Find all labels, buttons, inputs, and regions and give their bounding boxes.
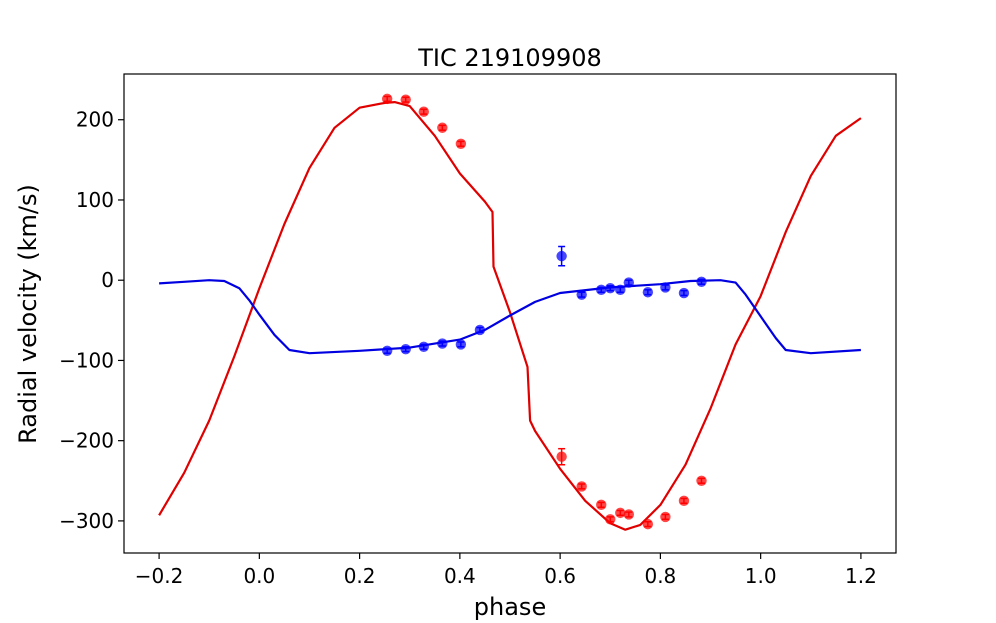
y-tick-label: 200 bbox=[76, 108, 114, 132]
x-tick-label: 0.6 bbox=[544, 564, 576, 588]
secondary-data-marker bbox=[455, 339, 467, 350]
primary-data-point bbox=[623, 509, 635, 520]
x-tick-label: −0.2 bbox=[135, 564, 184, 588]
primary-data-point bbox=[596, 499, 607, 511]
primary-data-point bbox=[381, 93, 393, 105]
primary-data-marker bbox=[660, 511, 671, 523]
primary-data-point bbox=[605, 514, 616, 525]
plot-frame bbox=[123, 73, 897, 554]
x-tick-label: 1.0 bbox=[745, 564, 777, 588]
y-tick-label: 0 bbox=[101, 268, 114, 292]
secondary-data-marker bbox=[400, 344, 411, 355]
secondary-data-point bbox=[576, 289, 587, 300]
primary-data-point bbox=[418, 106, 429, 117]
secondary-data-point bbox=[696, 276, 707, 288]
x-axis-label: phase bbox=[474, 593, 546, 621]
primary-data-marker bbox=[418, 106, 429, 117]
primary-data-point bbox=[660, 511, 671, 523]
secondary-data-marker bbox=[660, 282, 671, 293]
primary-data-marker bbox=[596, 499, 607, 511]
primary-data-marker bbox=[437, 122, 448, 133]
primary-data-marker bbox=[696, 475, 707, 486]
primary-data-point bbox=[642, 518, 654, 530]
secondary-data-marker bbox=[418, 341, 429, 352]
y-tick-label: −200 bbox=[59, 429, 114, 453]
x-tick-label: 0.8 bbox=[644, 564, 676, 588]
primary-model-line bbox=[158, 100, 862, 531]
secondary-data-point bbox=[418, 341, 429, 352]
primary-data-point bbox=[455, 138, 467, 150]
secondary-data-marker bbox=[605, 283, 616, 294]
primary-data-point bbox=[696, 475, 707, 486]
secondary-data-marker bbox=[696, 276, 707, 288]
x-tick-label: 0.4 bbox=[444, 564, 476, 588]
primary-data-marker bbox=[623, 509, 635, 520]
secondary-data-marker bbox=[474, 324, 486, 336]
secondary-data-marker bbox=[596, 284, 607, 296]
x-tick-label: 0.2 bbox=[344, 564, 376, 588]
y-axis-ticks: −300 −200 −100 0 100 200 bbox=[59, 108, 124, 533]
x-tick-label: 0.0 bbox=[243, 564, 275, 588]
secondary-data-marker bbox=[615, 284, 626, 296]
plot-marks bbox=[158, 93, 862, 531]
secondary-data-point bbox=[678, 287, 690, 299]
primary-data-marker bbox=[556, 451, 567, 462]
secondary-model-line bbox=[159, 279, 861, 355]
primary-data-marker bbox=[576, 481, 587, 492]
primary-data-point bbox=[576, 481, 587, 492]
secondary-data-point bbox=[615, 284, 626, 296]
primary-data-marker bbox=[642, 518, 654, 530]
y-tick-label: −300 bbox=[59, 509, 114, 533]
secondary-data-point bbox=[556, 245, 567, 267]
secondary-data-marker bbox=[642, 287, 654, 298]
primary-data-marker bbox=[678, 495, 690, 507]
secondary-data-point bbox=[642, 287, 654, 298]
primary-data-marker bbox=[615, 507, 626, 519]
secondary-data-point bbox=[596, 284, 607, 296]
y-axis-label: Radial velocity (km/s) bbox=[14, 184, 42, 444]
secondary-data-point bbox=[437, 338, 448, 349]
primary-data-point bbox=[678, 495, 690, 507]
secondary-data-point bbox=[381, 345, 393, 357]
secondary-data-point bbox=[474, 324, 486, 336]
secondary-data-marker bbox=[623, 277, 635, 288]
secondary-data-point bbox=[623, 277, 635, 288]
x-tick-label: 1.2 bbox=[845, 564, 877, 588]
secondary-data-point bbox=[400, 344, 411, 355]
primary-data-marker bbox=[381, 93, 393, 105]
secondary-data-marker bbox=[576, 289, 587, 300]
y-tick-label: 100 bbox=[76, 188, 114, 212]
secondary-data-marker bbox=[678, 287, 690, 299]
y-tick-label: −100 bbox=[59, 348, 114, 372]
secondary-data-point bbox=[660, 282, 671, 293]
secondary-data-marker bbox=[556, 250, 567, 262]
secondary-data-point bbox=[605, 283, 616, 294]
primary-data-marker bbox=[605, 514, 616, 525]
primary-data-point bbox=[615, 507, 626, 519]
primary-data-point bbox=[556, 447, 567, 466]
x-axis-ticks: −0.2 0.0 0.2 0.4 0.6 0.8 1.0 1.2 bbox=[135, 553, 877, 588]
secondary-data-marker bbox=[437, 338, 448, 349]
secondary-data-marker bbox=[381, 345, 393, 357]
secondary-data-point bbox=[455, 339, 467, 350]
primary-data-point bbox=[400, 94, 411, 105]
primary-data-marker bbox=[400, 94, 411, 105]
chart-title: TIC 219109908 bbox=[417, 44, 602, 72]
primary-data-point bbox=[437, 122, 448, 133]
primary-data-marker bbox=[455, 138, 467, 150]
